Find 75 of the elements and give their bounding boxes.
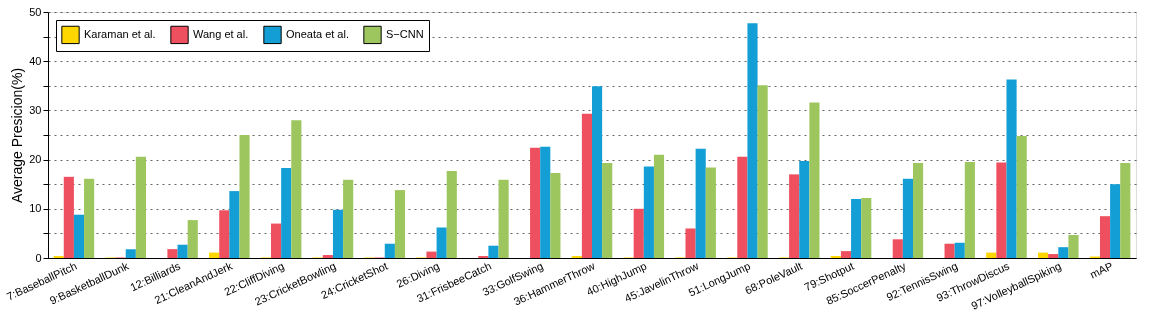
legend-label: S−CNN: [386, 27, 424, 40]
bar: [177, 244, 188, 258]
bar: [84, 178, 95, 258]
y-tick-label: 50: [29, 5, 42, 18]
bar: [747, 23, 758, 258]
bar: [332, 209, 344, 258]
bar: [209, 252, 220, 258]
bar: [1016, 135, 1027, 258]
bar: [592, 86, 603, 258]
y-axis-title: Average Presicion(%): [9, 67, 26, 204]
bar: [602, 163, 613, 258]
bar: [550, 172, 561, 258]
bar: [705, 167, 716, 258]
bar: [944, 243, 955, 258]
bar: [809, 102, 820, 258]
bar: [73, 214, 85, 258]
bar: [851, 198, 862, 258]
bar: [685, 228, 696, 258]
bar: [1110, 184, 1121, 258]
bar: [789, 174, 800, 258]
legend-label: Oneata et al.: [286, 27, 349, 40]
x-tick-label: mAP: [1088, 259, 1115, 281]
bar: [239, 135, 250, 258]
bar: [1038, 252, 1049, 258]
bar: [281, 167, 292, 258]
bar: [187, 220, 198, 258]
bar: [271, 223, 282, 258]
bar: [229, 191, 240, 258]
bar: [540, 146, 551, 258]
y-tick-label: 40: [29, 54, 42, 67]
bar: [1058, 247, 1069, 258]
bar: [799, 161, 810, 258]
bar: [861, 197, 872, 258]
y-tick-label: 30: [29, 103, 42, 116]
legend-label: Karaman et al.: [84, 27, 156, 40]
y-tick-label: 10: [29, 202, 42, 215]
bar: [530, 147, 541, 258]
bar: [695, 148, 706, 258]
y-tick-label: 20: [29, 153, 42, 166]
bar: [581, 113, 592, 258]
bar: [912, 163, 924, 258]
bar: [446, 170, 457, 258]
bar: [384, 243, 395, 258]
bar: [633, 208, 644, 258]
bar: [322, 255, 333, 258]
bar: [343, 179, 354, 258]
bar: [757, 85, 768, 258]
bar: [1006, 79, 1017, 258]
bar: [892, 239, 903, 258]
bar: [135, 156, 146, 258]
bar: [1120, 163, 1131, 258]
bar: [125, 249, 136, 258]
bar: [436, 227, 447, 258]
bar: [291, 120, 302, 258]
bar: [498, 179, 509, 258]
bar: [426, 251, 437, 258]
bar: [653, 154, 665, 258]
bar: [63, 176, 74, 258]
bar: [1099, 216, 1111, 258]
bar: [219, 210, 230, 258]
y-tick-label: 0: [35, 251, 42, 264]
bar: [964, 162, 975, 258]
bar: [488, 245, 499, 258]
legend-label: Wang et al.: [193, 27, 249, 40]
bar: [986, 252, 997, 258]
bar: [643, 166, 654, 258]
bar: [996, 162, 1007, 258]
bar: [1068, 234, 1079, 258]
bar: [737, 156, 748, 258]
bar: [840, 251, 852, 258]
bar: [394, 190, 406, 258]
bar: [1048, 254, 1059, 258]
bar: [954, 242, 965, 258]
bar: [167, 249, 178, 258]
bar: [902, 178, 913, 258]
